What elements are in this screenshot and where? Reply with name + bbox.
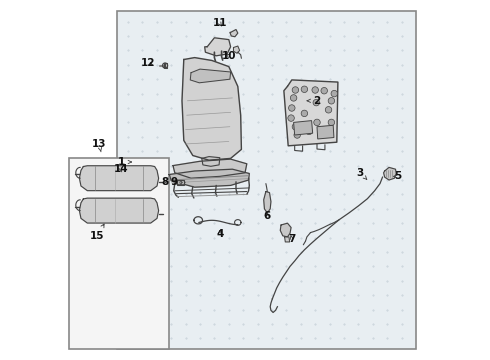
Circle shape (294, 132, 300, 138)
Text: 10: 10 (221, 51, 236, 61)
Polygon shape (79, 166, 159, 191)
Bar (176, 180, 184, 185)
Circle shape (306, 128, 312, 135)
Polygon shape (230, 30, 238, 37)
Circle shape (314, 119, 320, 126)
Text: 15: 15 (90, 224, 105, 241)
Circle shape (292, 87, 298, 93)
Text: 8: 8 (162, 177, 169, 187)
Circle shape (301, 86, 308, 93)
Polygon shape (384, 167, 396, 180)
Circle shape (321, 87, 327, 94)
Polygon shape (79, 198, 159, 223)
Polygon shape (264, 192, 271, 213)
Polygon shape (202, 157, 220, 166)
Polygon shape (182, 58, 242, 160)
Circle shape (331, 90, 338, 97)
Polygon shape (165, 63, 167, 68)
Circle shape (313, 99, 319, 106)
Text: 12: 12 (141, 58, 155, 68)
Polygon shape (190, 69, 231, 83)
Bar (117, 11, 416, 349)
Polygon shape (173, 159, 247, 178)
Polygon shape (233, 46, 240, 53)
Polygon shape (317, 125, 334, 139)
Text: 1: 1 (118, 157, 131, 167)
Text: 2: 2 (307, 96, 320, 106)
Polygon shape (285, 237, 290, 242)
Text: 14: 14 (114, 164, 128, 174)
Circle shape (289, 105, 295, 111)
Text: 4: 4 (216, 229, 223, 239)
Text: 7: 7 (288, 234, 295, 244)
Circle shape (328, 119, 335, 126)
Circle shape (301, 110, 308, 117)
Text: 13: 13 (92, 139, 106, 152)
Circle shape (321, 126, 327, 133)
Polygon shape (280, 223, 291, 237)
Text: 5: 5 (393, 171, 402, 181)
Circle shape (325, 107, 332, 113)
Circle shape (288, 115, 294, 121)
Circle shape (292, 123, 298, 130)
Circle shape (291, 95, 297, 101)
Polygon shape (169, 169, 249, 187)
Text: 11: 11 (213, 18, 227, 28)
Bar (69, 158, 170, 349)
Circle shape (328, 98, 335, 104)
Text: 6: 6 (263, 211, 270, 221)
Text: 9: 9 (171, 177, 178, 187)
Polygon shape (294, 121, 313, 135)
Polygon shape (284, 80, 338, 146)
Text: 3: 3 (357, 168, 367, 179)
Polygon shape (205, 38, 231, 56)
Circle shape (312, 87, 318, 93)
